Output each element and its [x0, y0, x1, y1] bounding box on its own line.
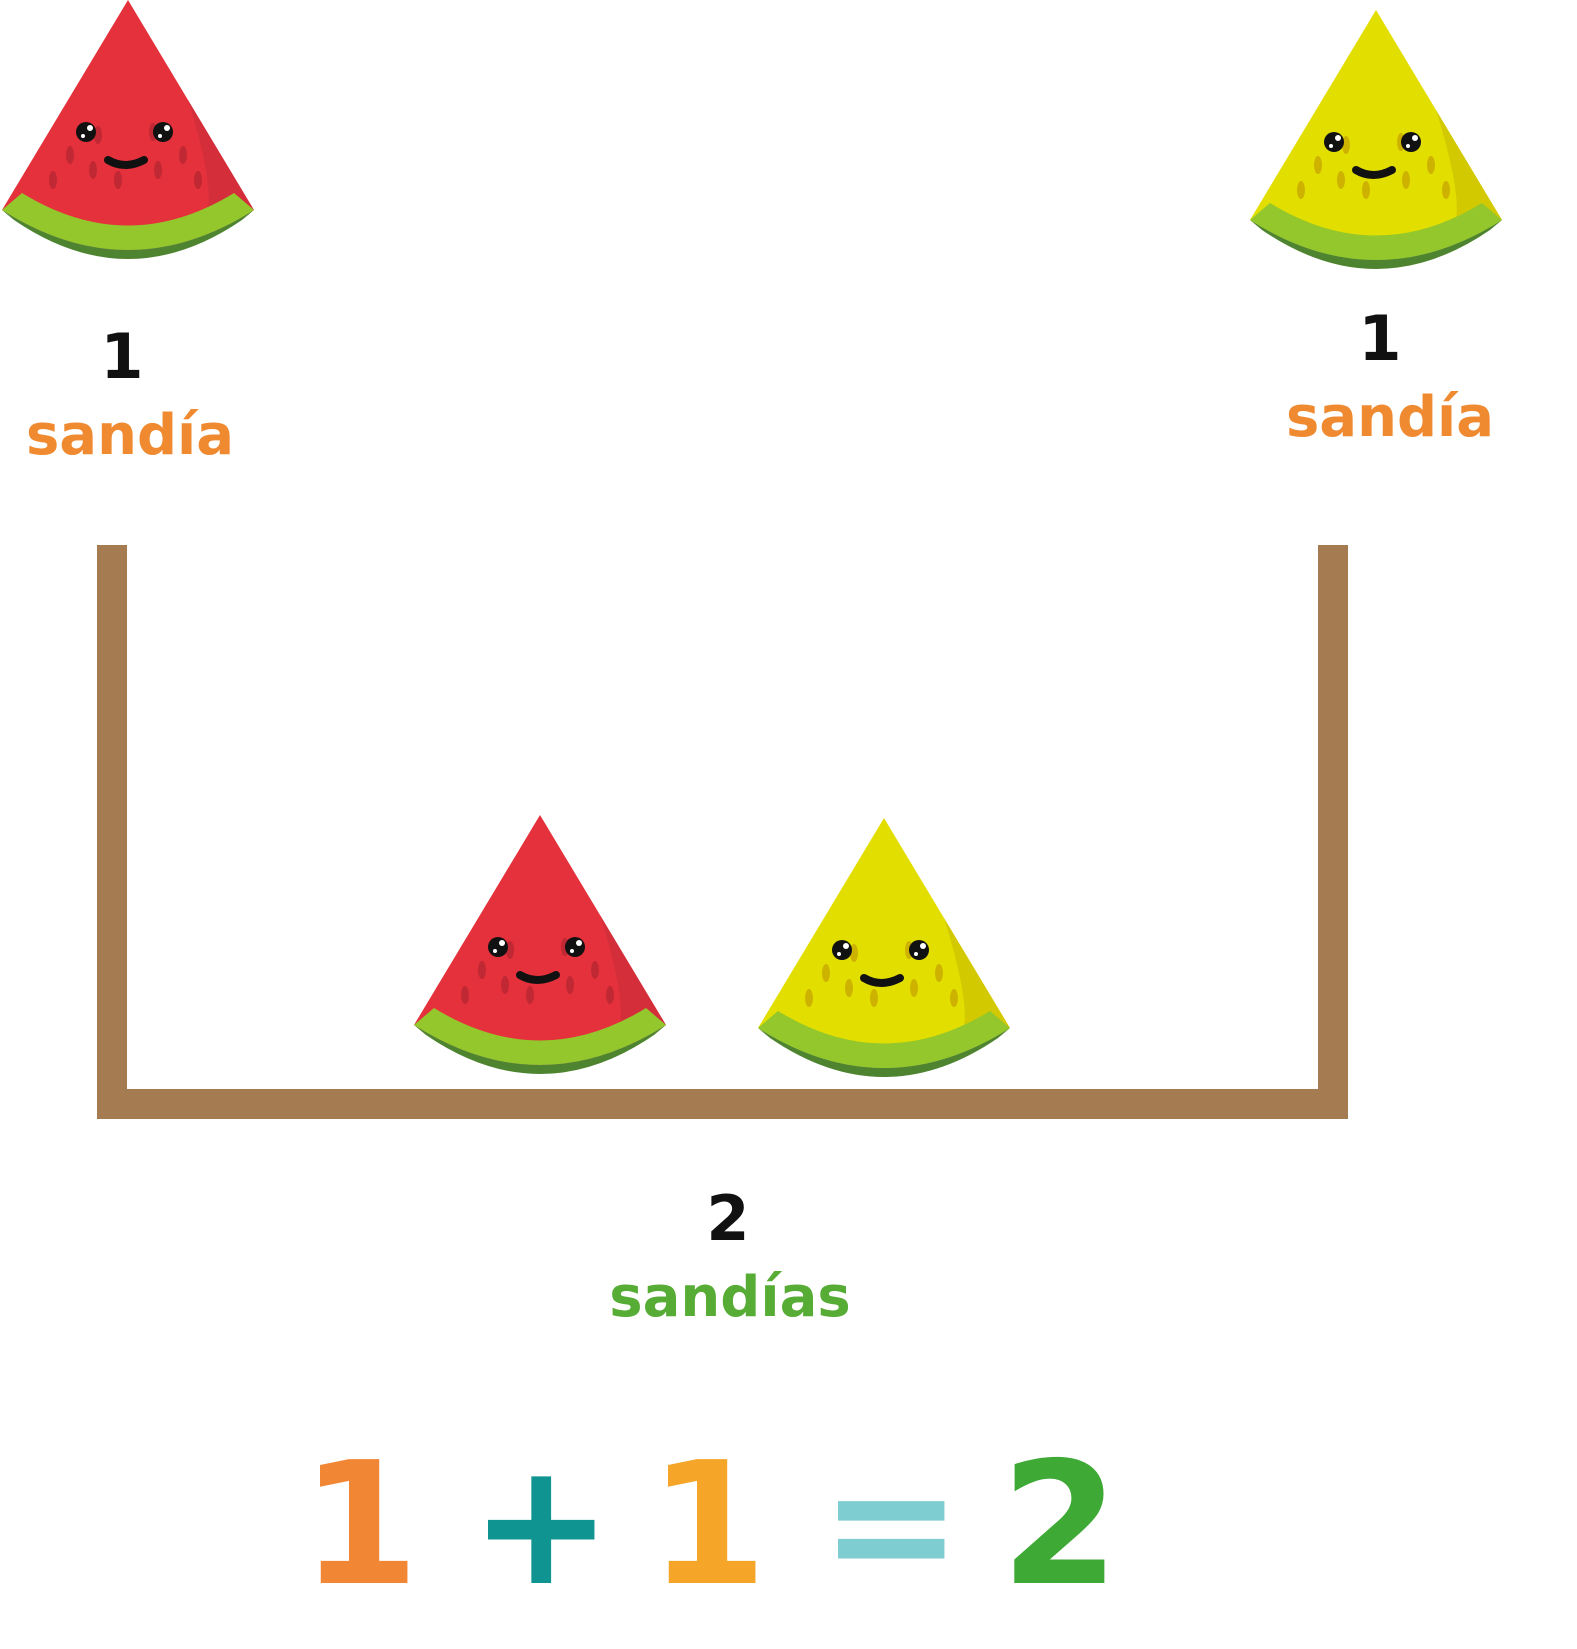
- red-watermelon-slice-icon: [2, 0, 254, 259]
- container-bracket: [97, 545, 1348, 1119]
- yellow-watermelon-slice-icon: [1250, 10, 1502, 269]
- equation-plus: +: [470, 1426, 613, 1624]
- equation-equals: =: [820, 1426, 963, 1624]
- yellow-watermelon-slice-icon: [758, 818, 1010, 1077]
- red-watermelon-slice-icon: [414, 815, 666, 1074]
- equation-result: 2: [1000, 1426, 1120, 1624]
- right-count: 1: [1358, 302, 1402, 375]
- equation-operand-b: 1: [648, 1426, 768, 1624]
- right-word: sandía: [1285, 385, 1495, 450]
- equation-operand-a: 1: [300, 1426, 420, 1624]
- total-word: sandías: [609, 1265, 851, 1330]
- total-count: 2: [706, 1182, 750, 1255]
- left-count: 1: [100, 320, 144, 393]
- left-word: sandía: [25, 403, 235, 468]
